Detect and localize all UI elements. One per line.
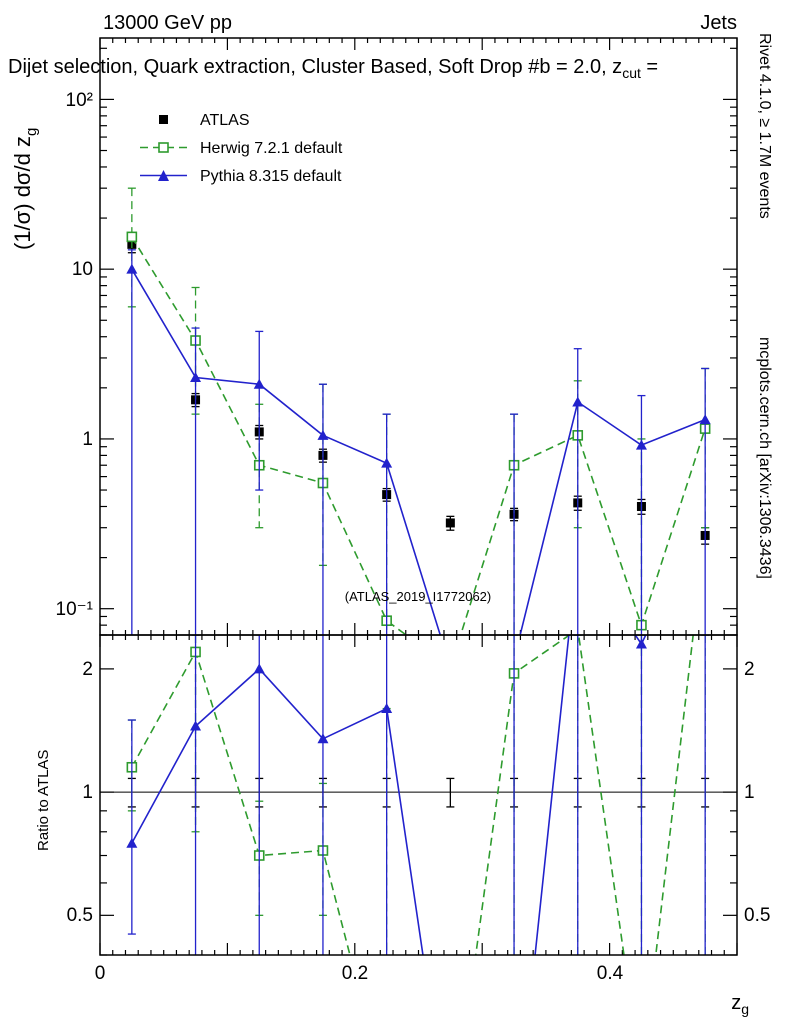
plot-title-sub: cut — [622, 65, 641, 81]
xtick-label-02: 0.2 — [342, 963, 368, 984]
ratio-panel-series — [126, 635, 710, 955]
herwig-marker-sample — [158, 142, 169, 153]
ytick-label-1e-1: 10⁻¹ — [56, 599, 94, 620]
y-axis-label-main-base: (1/σ) dσ/d z — [10, 136, 35, 250]
series-line — [131, 635, 694, 955]
legend-label-herwig: Herwig 7.2.1 default — [200, 140, 343, 157]
ratio-ytick-right-05: 0.5 — [744, 905, 770, 926]
axis-ticks — [99, 38, 738, 956]
data-point — [126, 837, 138, 848]
series-atlas — [127, 236, 710, 545]
series-line — [131, 268, 706, 635]
rivet-version-note: Rivet 4.1.0, ≥ 1.7M events — [756, 33, 773, 219]
ratio-ytick-left-2: 2 — [82, 659, 93, 680]
legend: ATLAS Herwig 7.2.1 default Pythia 8.315 … — [140, 112, 343, 185]
x-axis-label: zg — [731, 992, 749, 1017]
ytick-label-1e1: 10 — [72, 259, 93, 280]
legend-label-pythia: Pythia 8.315 default — [200, 168, 342, 185]
plot-title: Dijet selection, Quark extraction, Clust… — [8, 56, 658, 81]
x-axis-label-sub: g — [741, 1001, 749, 1017]
header-analysis-group: Jets — [700, 12, 737, 34]
data-point — [126, 231, 138, 243]
data-point — [635, 439, 647, 450]
y-axis-label-main-sub: g — [23, 128, 40, 136]
series-pythia-8-315-default — [126, 635, 710, 955]
plot-title-main: Dijet selection, Quark extraction, Clust… — [8, 56, 622, 78]
ratio-ytick-left-05: 0.5 — [67, 905, 93, 926]
x-axis-label-base: z — [731, 992, 741, 1014]
legend-item-herwig: Herwig 7.2.1 default — [140, 140, 343, 157]
ratio-ytick-left-1: 1 — [82, 782, 93, 803]
ytick-label-1e2: 10² — [66, 90, 93, 111]
data-point — [445, 662, 456, 672]
mcplots-arxiv-note: mcplots.cern.ch [arXiv:1306.3436] — [756, 337, 773, 579]
ratio-ytick-right-2: 2 — [744, 659, 755, 680]
xtick-label-0: 0 — [95, 963, 106, 984]
data-point — [446, 663, 455, 672]
data-point — [699, 414, 711, 425]
series-line — [131, 635, 647, 955]
legend-label-atlas: ATLAS — [200, 112, 250, 129]
ytick-label-1e0: 1 — [82, 429, 93, 450]
data-point — [635, 638, 647, 649]
plot-title-tail: = — [641, 56, 658, 78]
data-point — [253, 663, 265, 674]
legend-item-pythia: Pythia 8.315 default — [140, 168, 342, 185]
legend-item-atlas: ATLAS — [159, 112, 250, 129]
data-point — [381, 703, 393, 714]
ratio-ytick-right-1: 1 — [744, 782, 755, 803]
main-panel-series — [126, 187, 711, 672]
data-point — [190, 720, 202, 731]
data-point — [317, 429, 329, 440]
xtick-label-04: 0.4 — [597, 963, 624, 984]
data-point — [445, 518, 455, 528]
y-axis-label-main: (1/σ) dσ/d zg — [10, 128, 40, 250]
watermark: (ATLAS_2019_I1772062) — [345, 589, 491, 604]
data-point — [126, 263, 138, 274]
header-beam-energy: 13000 GeV pp — [103, 12, 232, 34]
data-point — [190, 372, 202, 383]
y-axis-label-ratio: Ratio to ATLAS — [35, 750, 52, 851]
series-atlas-uncertainty — [127, 777, 710, 808]
data-point — [381, 457, 393, 468]
series-pythia-8-315-default — [126, 249, 711, 672]
atlas-marker-sample — [159, 115, 168, 124]
data-point — [253, 378, 265, 389]
ratio-panel-frame — [99, 634, 738, 956]
pythia-marker-sample — [158, 170, 169, 181]
data-point — [317, 733, 329, 744]
series-line — [131, 236, 706, 635]
data-point — [572, 396, 584, 407]
